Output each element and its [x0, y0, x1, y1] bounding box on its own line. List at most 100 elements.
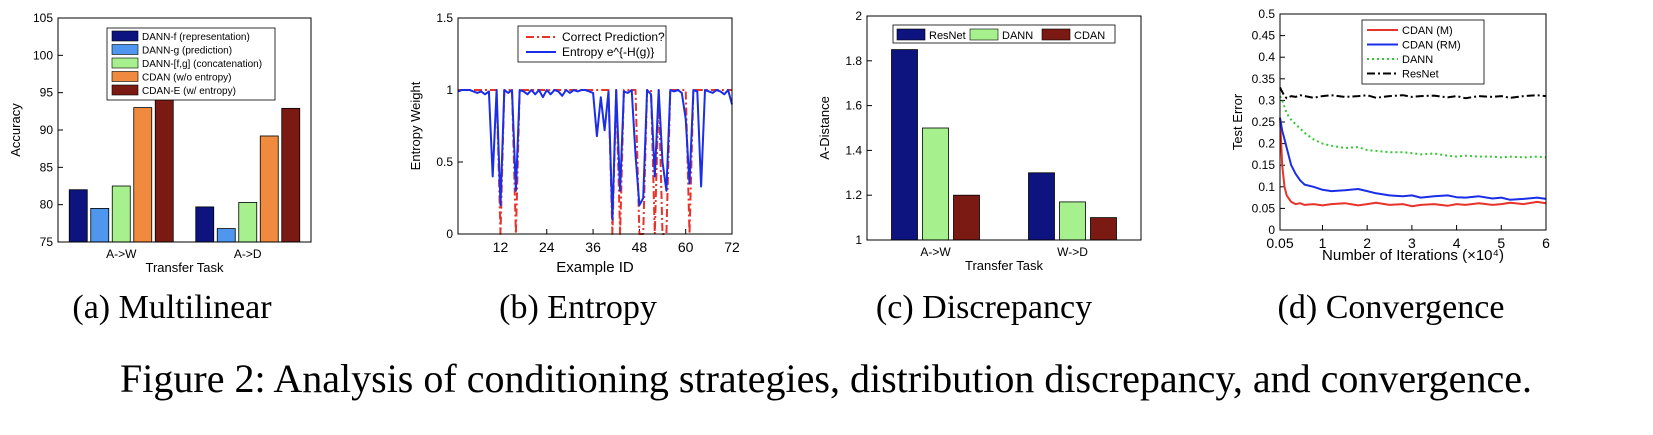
bar: [259, 135, 279, 243]
x-tick-label: 36: [585, 239, 601, 255]
bar: [953, 194, 980, 241]
series-line: [457, 89, 733, 221]
series-line: [458, 89, 732, 235]
legend-swatch: [111, 84, 139, 96]
y-tick-label: 105: [33, 11, 53, 25]
y-tick-label: 1: [446, 83, 453, 97]
x-axis-label: Example ID: [556, 259, 634, 276]
y-tick-label: 0.3: [1258, 93, 1275, 107]
x-tick-label: A->D: [234, 247, 262, 261]
x-tick-label: 72: [724, 239, 740, 255]
y-tick-label: 90: [40, 123, 54, 137]
y-tick-label: 0.45: [1252, 29, 1276, 43]
y-axis-label: Accuracy: [8, 103, 23, 157]
bar: [68, 189, 88, 243]
x-tick-label: A->W: [106, 247, 137, 261]
y-tick-label: 100: [33, 48, 53, 62]
legend-entry: DANN-g (prediction): [142, 46, 232, 57]
x-tick-label: 60: [678, 239, 694, 255]
legend-entry: DANN: [1402, 54, 1433, 66]
x-tick-label: 0.05: [1266, 235, 1293, 251]
x-tick-label: 6: [1542, 235, 1550, 251]
y-tick-label: 0.2: [1258, 137, 1275, 151]
legend-entry: DANN-[f,g] (concatenation): [142, 59, 262, 70]
series-line: [1279, 117, 1547, 208]
axes-frame: [866, 15, 1142, 241]
x-axis-label: Number of Iterations (×10⁴): [1322, 247, 1504, 264]
legend-swatch: [111, 44, 139, 55]
x-tick-label: W->D: [1057, 245, 1088, 259]
y-tick-label: 0.4: [1258, 50, 1275, 64]
legend-swatch: [1041, 28, 1071, 41]
x-tick-label: 12: [493, 239, 509, 255]
legend-entry: CDAN (w/o entropy): [142, 73, 231, 84]
y-tick-label: 95: [40, 86, 54, 100]
chart-d: (d) Convergence00.050.10.150.20.250.30.3…: [1230, 7, 1550, 326]
y-tick-label: 0.05: [1252, 201, 1276, 215]
x-tick-label: 1: [1319, 235, 1327, 251]
y-axis-label: Test Error: [1230, 93, 1245, 150]
legend-swatch: [896, 28, 926, 41]
axes-frame: [457, 17, 733, 235]
x-tick-label: A->W: [920, 245, 951, 259]
y-tick-label: 0.35: [1252, 72, 1276, 86]
y-tick-label: 0.5: [1258, 7, 1275, 21]
x-tick-label: 2: [1363, 235, 1371, 251]
y-tick-label: 0: [1268, 223, 1275, 237]
legend-swatch: [969, 28, 999, 41]
bar: [922, 127, 949, 241]
x-axis-label: Transfer Task: [965, 258, 1044, 273]
legend-swatch: [111, 57, 139, 69]
y-tick-label: 85: [40, 160, 54, 174]
bar: [154, 96, 174, 243]
axes-frame: [1279, 13, 1547, 231]
x-tick-label: 5: [1497, 235, 1505, 251]
bar: [216, 228, 236, 243]
bar: [1059, 201, 1086, 241]
bar: [891, 49, 918, 241]
y-tick-label: 0.1: [1258, 180, 1275, 194]
y-tick-label: 0: [446, 227, 453, 241]
bar: [1090, 217, 1117, 241]
subcaption: (d) Convergence: [1278, 289, 1505, 326]
axes-frame: [57, 17, 312, 243]
y-tick-label: 80: [40, 198, 54, 212]
legend-entry: Correct Prediction?: [562, 30, 665, 44]
y-tick-label: 0.25: [1252, 115, 1276, 129]
x-tick-label: 3: [1408, 235, 1416, 251]
x-tick-label: 24: [539, 239, 555, 255]
x-tick-label: 4: [1453, 235, 1461, 251]
y-tick-label: 0.5: [436, 155, 453, 169]
y-tick-label: 0.15: [1252, 158, 1276, 172]
bar: [111, 185, 131, 243]
bar: [90, 207, 110, 243]
legend-entry: ResNet: [929, 30, 966, 42]
legend-entry: CDAN (M): [1402, 25, 1453, 37]
legend-entry: CDAN (RM): [1402, 40, 1461, 52]
series-line: [1279, 95, 1547, 159]
subcaption: (a) Multilinear: [72, 289, 272, 326]
y-tick-label: 1.5: [436, 11, 453, 25]
chart-c: (c) Discrepancy 1 1.2 1.4 1.6 1.8 2 A-Distance T…: [817, 9, 1142, 326]
legend-entry: Entropy e^{-H(g)}: [562, 45, 654, 59]
bar: [133, 107, 153, 243]
chart-b: (b) Entropy 0 0.5 1 1.5 Entropy Weight Example…: [408, 11, 740, 326]
legend-entry: DANN-f (representation): [142, 32, 250, 43]
bar: [238, 202, 258, 243]
x-axis-label: Transfer Task: [145, 260, 224, 275]
bar: [195, 206, 215, 243]
y-tick-label: 1.4: [845, 143, 862, 157]
legend-entry: DANN: [1002, 30, 1033, 42]
y-tick-label: 75: [40, 235, 54, 249]
subcaption: (b) Entropy: [499, 289, 657, 326]
y-axis-label: A-Distance: [817, 96, 832, 160]
legend-swatch: [111, 30, 139, 42]
y-tick-label: 1.2: [845, 188, 862, 202]
subcaption: (c) Discrepancy: [876, 289, 1092, 326]
y-tick-label: 1: [855, 233, 862, 247]
legend-swatch: [111, 71, 139, 82]
legend-entry: CDAN: [1074, 30, 1105, 42]
series-line: [1279, 86, 1547, 100]
series-line: [1279, 117, 1547, 201]
legend-entry: CDAN-E (w/ entropy): [142, 86, 236, 97]
